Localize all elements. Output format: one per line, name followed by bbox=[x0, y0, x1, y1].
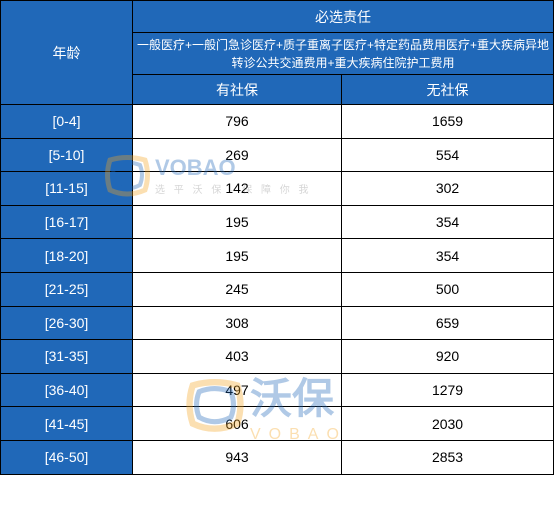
with-social-cell: 245 bbox=[133, 272, 342, 306]
with-social-cell: 796 bbox=[133, 105, 342, 139]
without-social-cell: 354 bbox=[342, 205, 554, 239]
without-social-cell: 1659 bbox=[342, 105, 554, 139]
table-body: [0-4]7961659[5-10]269554[11-15]142302[16… bbox=[1, 105, 554, 475]
without-social-cell: 920 bbox=[342, 340, 554, 374]
table-row: [11-15]142302 bbox=[1, 172, 554, 206]
description-header: 一般医疗+一般门急诊医疗+质子重离子医疗+特定药品费用医疗+重大疾病异地转诊公共… bbox=[133, 33, 554, 75]
with-social-cell: 195 bbox=[133, 239, 342, 273]
with-social-cell: 497 bbox=[133, 373, 342, 407]
with-social-cell: 142 bbox=[133, 172, 342, 206]
with-social-cell: 403 bbox=[133, 340, 342, 374]
with-social-cell: 195 bbox=[133, 205, 342, 239]
with-social-cell: 606 bbox=[133, 407, 342, 441]
age-cell: [41-45] bbox=[1, 407, 133, 441]
age-header: 年龄 bbox=[1, 1, 133, 105]
age-cell: [26-30] bbox=[1, 306, 133, 340]
age-cell: [16-17] bbox=[1, 205, 133, 239]
insurance-rate-table: 年龄 必选责任 一般医疗+一般门急诊医疗+质子重离子医疗+特定药品费用医疗+重大… bbox=[0, 0, 554, 475]
age-cell: [36-40] bbox=[1, 373, 133, 407]
without-social-header: 无社保 bbox=[342, 75, 554, 105]
group-header: 必选责任 bbox=[133, 1, 554, 33]
with-social-header: 有社保 bbox=[133, 75, 342, 105]
age-cell: [21-25] bbox=[1, 272, 133, 306]
table-row: [41-45]6062030 bbox=[1, 407, 554, 441]
table-row: [21-25]245500 bbox=[1, 272, 554, 306]
without-social-cell: 554 bbox=[342, 138, 554, 172]
with-social-cell: 943 bbox=[133, 440, 342, 474]
table-row: [18-20]195354 bbox=[1, 239, 554, 273]
age-cell: [31-35] bbox=[1, 340, 133, 374]
table-row: [0-4]7961659 bbox=[1, 105, 554, 139]
age-cell: [11-15] bbox=[1, 172, 133, 206]
without-social-cell: 354 bbox=[342, 239, 554, 273]
without-social-cell: 302 bbox=[342, 172, 554, 206]
without-social-cell: 1279 bbox=[342, 373, 554, 407]
without-social-cell: 2853 bbox=[342, 440, 554, 474]
table-row: [31-35]403920 bbox=[1, 340, 554, 374]
table-row: [46-50]9432853 bbox=[1, 440, 554, 474]
with-social-cell: 269 bbox=[133, 138, 342, 172]
without-social-cell: 500 bbox=[342, 272, 554, 306]
age-cell: [18-20] bbox=[1, 239, 133, 273]
age-cell: [5-10] bbox=[1, 138, 133, 172]
without-social-cell: 659 bbox=[342, 306, 554, 340]
age-cell: [46-50] bbox=[1, 440, 133, 474]
with-social-cell: 308 bbox=[133, 306, 342, 340]
table-row: [36-40]4971279 bbox=[1, 373, 554, 407]
table-row: [16-17]195354 bbox=[1, 205, 554, 239]
without-social-cell: 2030 bbox=[342, 407, 554, 441]
age-cell: [0-4] bbox=[1, 105, 133, 139]
table-row: [26-30]308659 bbox=[1, 306, 554, 340]
table-row: [5-10]269554 bbox=[1, 138, 554, 172]
